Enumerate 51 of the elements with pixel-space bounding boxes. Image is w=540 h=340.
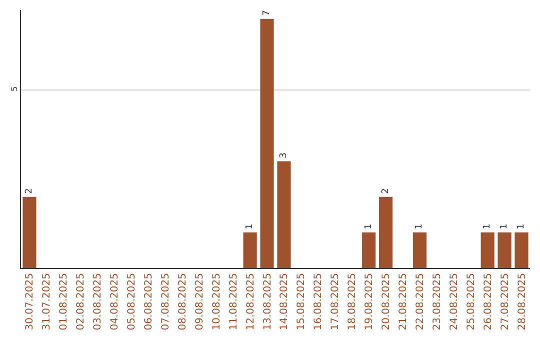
x-tick-label: 09.08.2025 bbox=[194, 273, 206, 330]
data-label: 1 bbox=[516, 224, 527, 230]
data-label: 1 bbox=[364, 224, 374, 230]
x-tick-label: 07.08.2025 bbox=[160, 273, 172, 330]
x-tick-label: 31.07.2025 bbox=[42, 273, 53, 330]
x-tick-label: 15.08.2025 bbox=[296, 273, 308, 330]
x-tick-label: 20.08.2025 bbox=[381, 273, 392, 330]
x-tick-label: 04.08.2025 bbox=[110, 273, 121, 330]
bar bbox=[277, 161, 291, 268]
x-tick-label: 26.08.2025 bbox=[482, 273, 494, 330]
data-label: 1 bbox=[414, 224, 425, 230]
x-tick-label: 18.08.2025 bbox=[347, 273, 358, 330]
bar bbox=[362, 232, 376, 268]
data-label: 7 bbox=[262, 10, 272, 16]
data-label: 3 bbox=[278, 152, 289, 158]
x-tick-label: 02.08.2025 bbox=[76, 273, 87, 330]
x-tick-label: 17.08.2025 bbox=[330, 273, 342, 330]
x-tick-label: 21.08.2025 bbox=[398, 273, 409, 330]
x-tick-label: 10.08.2025 bbox=[211, 273, 222, 330]
bar bbox=[412, 232, 426, 268]
x-tick-label: 27.08.2025 bbox=[500, 273, 511, 330]
x-tick-label: 12.08.2025 bbox=[245, 273, 256, 330]
x-tick-label: 01.08.2025 bbox=[58, 273, 70, 330]
data-label: 2 bbox=[24, 188, 34, 194]
x-tick-label: 22.08.2025 bbox=[414, 273, 426, 330]
x-tick-label: 16.08.2025 bbox=[313, 273, 324, 330]
bar bbox=[480, 232, 494, 268]
data-label: 1 bbox=[500, 224, 510, 230]
x-tick-label: 19.08.2025 bbox=[364, 273, 376, 330]
bar bbox=[243, 232, 257, 268]
bar bbox=[22, 196, 36, 268]
y-tick-label: 5 bbox=[10, 86, 19, 92]
x-tick-label: 05.08.2025 bbox=[126, 273, 138, 330]
x-tick-label: 25.08.2025 bbox=[466, 273, 477, 330]
bar bbox=[260, 18, 274, 268]
bar bbox=[498, 232, 512, 268]
data-label: 1 bbox=[245, 224, 256, 230]
x-tick-label: 24.08.2025 bbox=[448, 273, 460, 330]
x-tick-label: 13.08.2025 bbox=[262, 273, 274, 330]
bar bbox=[379, 196, 393, 268]
x-tick-label: 06.08.2025 bbox=[144, 273, 154, 330]
x-tick-label: 08.08.2025 bbox=[177, 273, 188, 330]
data-label: 1 bbox=[482, 224, 493, 230]
x-tick-label: 14.08.2025 bbox=[279, 273, 290, 330]
x-tick-label: 23.08.2025 bbox=[432, 273, 443, 330]
data-label: 2 bbox=[380, 188, 391, 194]
x-tick-label: 03.08.2025 bbox=[92, 273, 104, 330]
x-tick-label: 28.08.2025 bbox=[516, 273, 528, 330]
bar bbox=[514, 232, 528, 268]
x-tick-label: 30.07.2025 bbox=[24, 273, 36, 330]
x-tick-label: 11.08.2025 bbox=[228, 273, 240, 330]
